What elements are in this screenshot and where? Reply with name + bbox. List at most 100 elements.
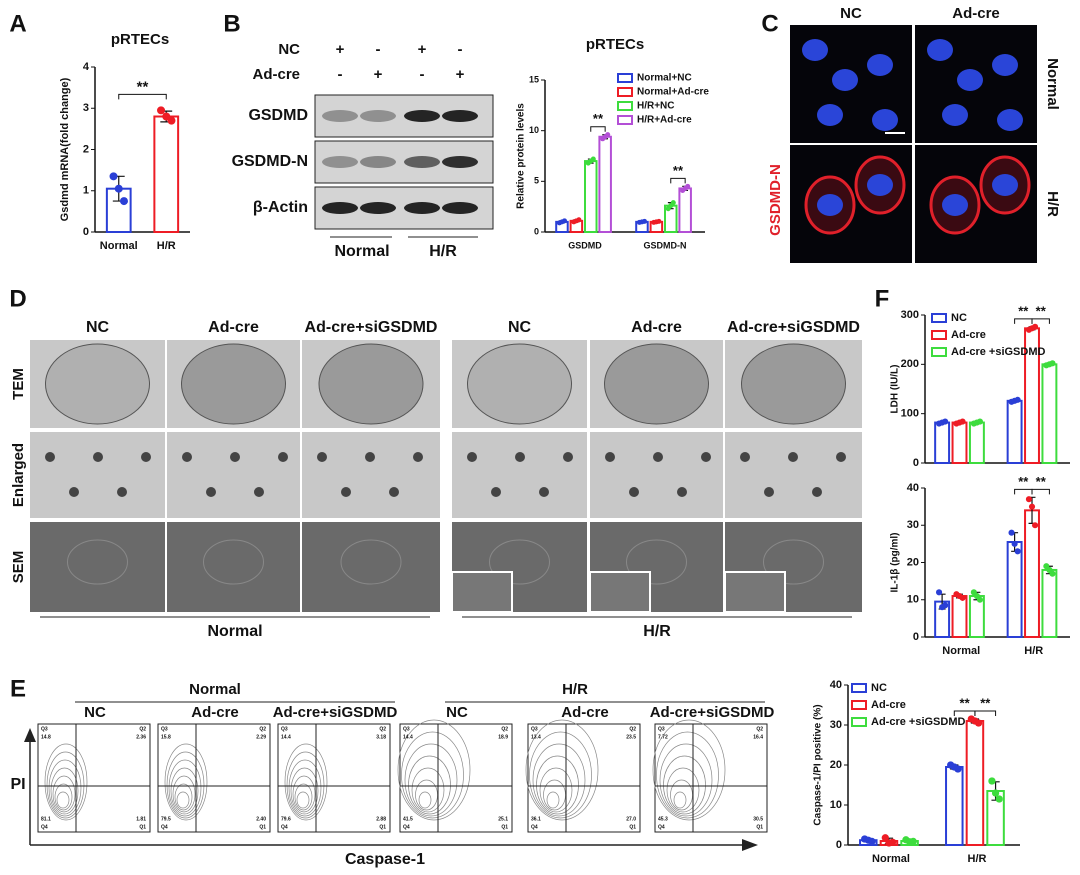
blot-sign: + [374,66,383,83]
sem-inset [724,571,786,613]
em-organelle [812,487,822,497]
data-point [942,602,949,609]
flow-contour [52,775,76,813]
if-nucleus [927,39,953,61]
flow-contour [546,791,560,809]
y-tick-label: 0 [83,226,89,238]
em-organelle [117,487,127,497]
flow-quadrant-value: 2.40 [256,816,266,822]
legend-swatch [931,347,947,357]
flow-quadrant-value: 3.18 [376,734,386,740]
y-tick-label: 20 [830,759,842,771]
blot-group-label: H/R [429,243,457,260]
y-tick-label: 0 [836,839,842,851]
data-point [976,418,984,425]
if-nucleus [832,69,858,91]
flow-quadrant-value: 15.8 [161,734,171,740]
bar [153,115,180,233]
if-nucleus [817,104,843,126]
flow-quadrant-name: Q3 [281,726,288,732]
y-tick-label: 0 [913,631,919,643]
blot-group-label: Normal [334,243,389,260]
flow-contour [663,755,706,815]
blot-band [404,156,440,168]
legend-swatch [931,330,947,340]
em-column-label: Ad-cre+siGSDMD [727,319,860,336]
flow-quadrant-name: Q4 [161,824,168,830]
bar [945,766,964,846]
y-tick-label: 1 [83,185,89,197]
if-row-label: H/R [1044,191,1061,217]
flow-quadrant-value: 30.5 [753,816,763,822]
flow-contour [529,731,592,819]
y-axis-label: IL-1β (pg/ml) [890,533,901,593]
em-organelle [365,452,375,462]
data-point [868,837,876,846]
em-organelle [341,487,351,497]
if-nucleus [867,174,893,196]
flow-column-label: NC [84,704,106,721]
data-point [881,834,889,842]
flow-quadrant-value: 18.9 [498,734,508,740]
bar [951,421,968,464]
bar [1041,363,1058,465]
flow-quadrant-name: Q3 [403,726,410,732]
em-organelle [389,487,399,497]
flow-quadrant-name: Q2 [139,726,146,732]
flow-contour [408,755,451,815]
flow-contour [290,767,319,815]
sem-cell [626,539,687,585]
em-organelle [740,452,750,462]
blot-band [360,202,396,214]
significance-bracket [590,126,606,132]
flow-quadrant-name: Q3 [41,726,48,732]
flow-group-label: H/R [562,681,588,698]
flow-contour [288,759,322,817]
flow-arrow [742,839,758,851]
y-tick-label: 0 [913,457,919,469]
y-axis-label: Gsdmd mRNA(fold change) [59,77,71,221]
significance-bracket [974,710,997,716]
flow-plot [527,723,641,833]
blot-sign: - [338,66,343,83]
data-point [1014,548,1021,555]
blot-band [322,156,358,168]
em-organelle [764,487,774,497]
flow-contour [525,719,599,821]
em-organelle [701,452,711,462]
em-image [725,432,862,518]
flow-quadrant-value: 16.4 [753,734,763,740]
data-point [119,197,128,206]
flow-contour [418,791,432,809]
panel-letter: A [9,10,26,37]
sem-inset [589,571,651,613]
flow-contour [411,767,445,813]
bar [584,160,598,233]
flow-quadrant-name: Q2 [756,726,763,732]
flow-plot [277,723,391,833]
legend-swatch [617,115,633,125]
data-point [1028,503,1036,510]
sem-cell [340,539,402,585]
significance-label: ** [1036,474,1047,489]
em-organelle [278,452,288,462]
em-row-label: TEM [10,368,27,400]
blot-sign: + [336,41,345,58]
sem-cell [203,539,264,585]
flow-column-label: Ad-cre [191,704,239,721]
flow-contour [397,719,471,821]
significance-bracket [1014,318,1033,324]
if-nucleus [867,54,893,76]
blot-band [404,202,440,214]
flow-quadrant-name: Q1 [501,824,508,830]
y-tick-label: 100 [901,408,919,420]
em-image [30,522,165,612]
flow-contour [404,743,458,817]
flow-quadrant-value: 41.5 [403,816,413,822]
data-point [1008,529,1015,536]
flow-contour [656,731,719,819]
x-tick-label: Normal [942,645,980,657]
bar [1006,541,1023,639]
significance-bracket [1014,488,1033,495]
em-organelle [605,452,615,462]
